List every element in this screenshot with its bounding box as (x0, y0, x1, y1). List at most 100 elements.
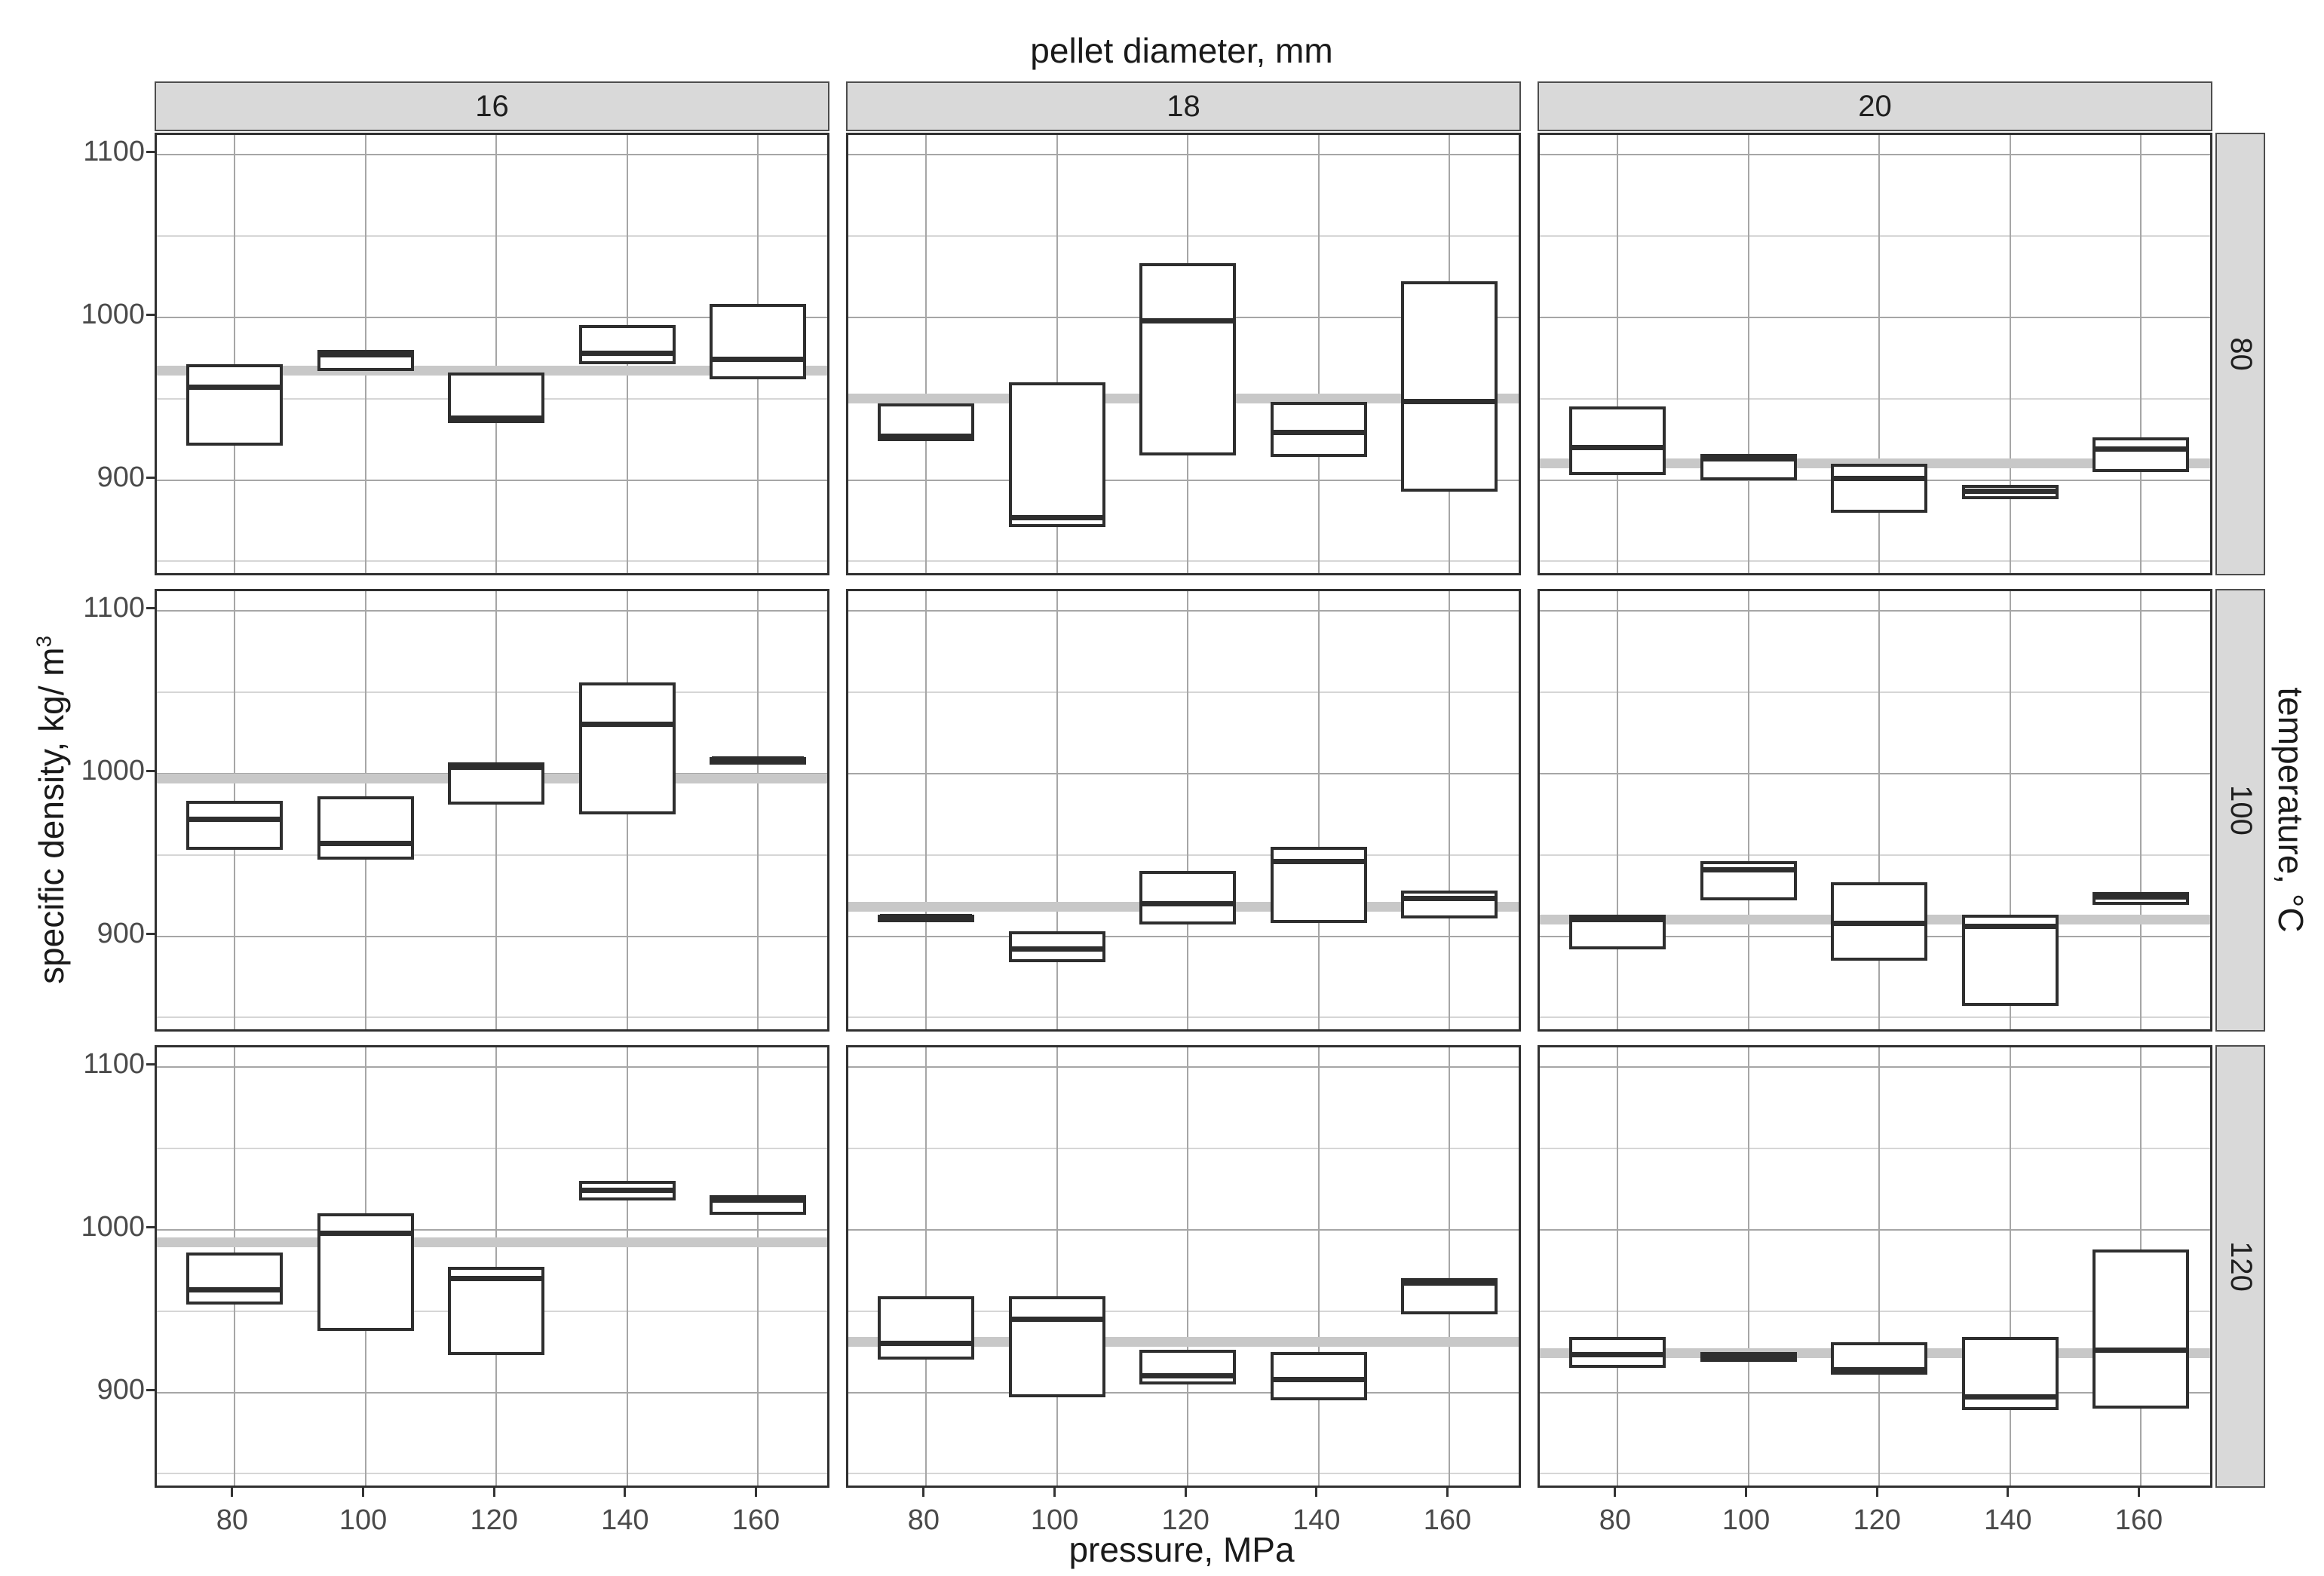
boxplot-median-p140 (1964, 489, 2056, 495)
x-tick-label: 120 (1161, 1504, 1210, 1536)
gridline-x-100 (1056, 1047, 1058, 1486)
y-tick-mark (146, 1063, 155, 1066)
gridline-minor-y-850 (1540, 1473, 2210, 1475)
facet-strip-column-16: 16 (155, 81, 829, 131)
y-tick-label: 1100 (83, 1047, 145, 1080)
y-tick-label: 900 (97, 917, 145, 949)
gridline-minor-y-950 (1540, 854, 2210, 856)
boxplot-median-p80 (879, 1341, 972, 1347)
boxplot-box-p120 (448, 1267, 545, 1355)
gridline-x-100 (1747, 135, 1749, 573)
boxplot-box-p160 (1401, 281, 1498, 492)
gridline-minor-y-850 (157, 1473, 827, 1475)
gridline-major-y-900 (157, 1391, 827, 1394)
boxplot-box-p100 (317, 349, 414, 371)
gridline-x-80 (924, 135, 927, 573)
gridline-x-140 (1317, 591, 1320, 1029)
boxplot-median-p80 (188, 816, 281, 822)
gridline-minor-y-850 (848, 1473, 1519, 1475)
x-tick-label: 120 (1853, 1504, 1901, 1536)
gridline-x-140 (2009, 591, 2011, 1029)
gridline-minor-y-950 (1540, 397, 2210, 400)
gridline-major-y-900 (157, 935, 827, 937)
boxplot-box-p120 (1139, 871, 1237, 925)
y-tick-mark (146, 1389, 155, 1391)
boxplot-box-p80 (185, 1252, 283, 1305)
boxplot-median-p140 (581, 722, 673, 728)
gridline-major-y-1000 (1540, 1228, 2210, 1231)
x-tick-label: 80 (216, 1504, 249, 1536)
x-tick-mark (2007, 1488, 2010, 1497)
gridline-minor-y-1050 (848, 691, 1519, 693)
boxplot-median-p120 (1142, 900, 1234, 906)
gridline-major-y-1100 (157, 609, 827, 612)
boxplot-box-p100 (1008, 382, 1105, 528)
boxplot-median-p160 (1403, 1280, 1496, 1286)
facet-strip-row-100: 100 (2215, 589, 2265, 1032)
facet-panel-20-100 (1538, 589, 2212, 1032)
gridline-minor-y-1050 (1540, 1147, 2210, 1149)
gridline-major-y-1100 (848, 1065, 1519, 1068)
boxplot-median-p120 (450, 764, 543, 770)
gridline-major-y-1100 (1540, 609, 2210, 612)
gridline-x-160 (757, 591, 759, 1029)
facet-panel-16-120 (155, 1045, 829, 1488)
facet-panel-16-100 (155, 589, 829, 1032)
x-tick-mark (1745, 1488, 1748, 1497)
gridline-major-y-900 (1540, 1391, 2210, 1394)
facet-strip-column-18: 18 (846, 81, 1521, 131)
boxplot-median-p80 (188, 1287, 281, 1293)
x-tick-label: 80 (1599, 1504, 1632, 1536)
y-tick-mark (146, 1226, 155, 1229)
boxplot-median-p120 (1833, 1366, 1926, 1372)
x-tick-label: 160 (731, 1504, 780, 1536)
gridline-x-120 (1878, 1047, 1881, 1486)
y-tick-mark (146, 607, 155, 610)
boxplot-box-p80 (1568, 406, 1666, 476)
gridline-major-y-1100 (1540, 1065, 2210, 1068)
gridline-minor-y-850 (1540, 560, 2210, 563)
gridline-minor-y-850 (848, 560, 1519, 563)
gridline-major-y-1100 (848, 609, 1519, 612)
x-tick-label: 80 (907, 1504, 940, 1536)
gridline-minor-y-850 (157, 1016, 827, 1019)
plot-title: pellet diameter, mm (1030, 31, 1333, 70)
boxplot-median-p100 (1010, 1316, 1103, 1322)
boxplot-box-p140 (1270, 1351, 1367, 1401)
boxplot-median-p80 (188, 385, 281, 390)
boxplot-median-p120 (1142, 1373, 1234, 1379)
gridline-major-y-900 (157, 479, 827, 481)
x-tick-label: 140 (601, 1504, 649, 1536)
x-tick-mark (1184, 1488, 1187, 1497)
boxplot-median-p160 (2095, 446, 2188, 452)
x-axis-title: pressure, MPa (1068, 1530, 1295, 1569)
gridline-minor-y-950 (848, 1310, 1519, 1312)
boxplot-box-p120 (1139, 1350, 1237, 1384)
boxplot-median-p140 (1964, 924, 2056, 930)
x-tick-mark (1446, 1488, 1449, 1497)
y-tick-mark (146, 933, 155, 935)
x-tick-mark (492, 1488, 495, 1497)
boxplot-box-p160 (2093, 437, 2190, 472)
boxplot-box-p160 (710, 304, 807, 379)
gridline-x-160 (2140, 591, 2142, 1029)
x-tick-label: 140 (1292, 1504, 1341, 1536)
boxplot-median-p160 (712, 1197, 805, 1203)
gridline-major-y-900 (848, 935, 1519, 937)
gridline-x-140 (1317, 1047, 1320, 1486)
gridline-x-140 (1317, 135, 1320, 573)
boxplot-box-p160 (1401, 891, 1498, 918)
boxplot-box-p140 (1961, 915, 2059, 1007)
boxplot-median-p80 (1571, 917, 1663, 923)
gridline-minor-y-850 (848, 1016, 1519, 1019)
boxplot-median-p120 (450, 1275, 543, 1281)
gridline-minor-y-1050 (1540, 235, 2210, 237)
boxplot-box-p100 (1008, 1296, 1105, 1397)
gridline-major-y-1100 (1540, 153, 2210, 155)
gridline-x-100 (1056, 135, 1058, 573)
x-tick-label: 160 (1423, 1504, 1472, 1536)
boxplot-median-p80 (1571, 444, 1663, 450)
facet-strip-row-label: 120 (2224, 1241, 2258, 1292)
boxplot-median-p100 (319, 1230, 412, 1236)
gridline-major-y-900 (848, 1391, 1519, 1394)
